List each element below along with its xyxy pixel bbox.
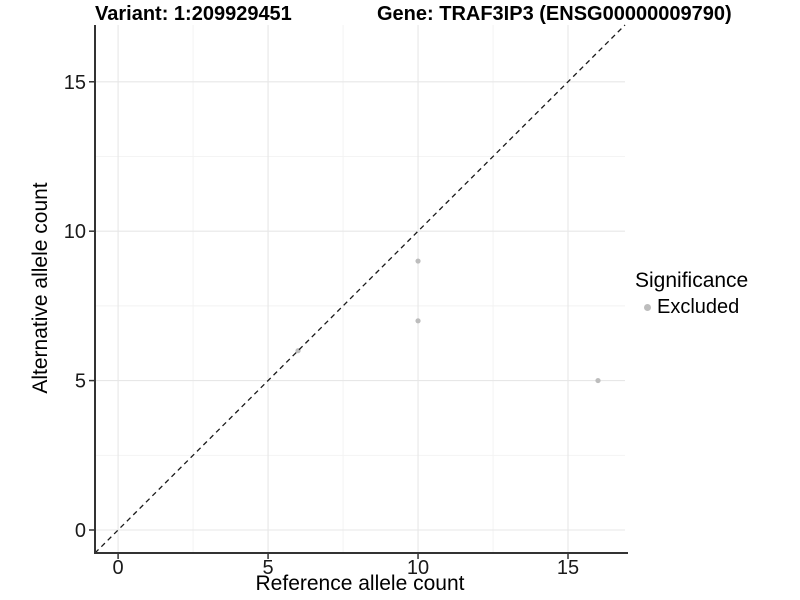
x-tick-label: 15 bbox=[557, 557, 579, 579]
x-tick-label: 0 bbox=[113, 557, 124, 579]
legend-item-label: Excluded bbox=[657, 296, 740, 318]
y-tick-label: 15 bbox=[64, 72, 86, 94]
legend-title: Significance bbox=[635, 269, 749, 292]
legend-item-excluded: Excluded bbox=[644, 296, 748, 319]
y-tick-label: 0 bbox=[75, 520, 86, 542]
data-point bbox=[415, 258, 421, 264]
x-tick-label: 5 bbox=[263, 557, 274, 579]
data-point bbox=[415, 318, 421, 324]
y-axis-title: Alternative allele count bbox=[29, 182, 52, 394]
variant-title: Variant: 1:209929451 bbox=[95, 3, 292, 25]
legend: Significance Excluded bbox=[635, 269, 748, 319]
excluded-point-icon bbox=[644, 304, 651, 311]
x-tick-label: 10 bbox=[407, 557, 429, 579]
y-tick-label: 5 bbox=[75, 371, 86, 393]
x-axis-title: Reference allele count bbox=[255, 572, 465, 595]
data-point bbox=[595, 377, 601, 384]
identity-line bbox=[94, 24, 626, 554]
y-tick-label: 10 bbox=[64, 221, 86, 243]
gene-title: Gene: TRAF3IP3 (ENSG00000009790) bbox=[377, 3, 732, 25]
